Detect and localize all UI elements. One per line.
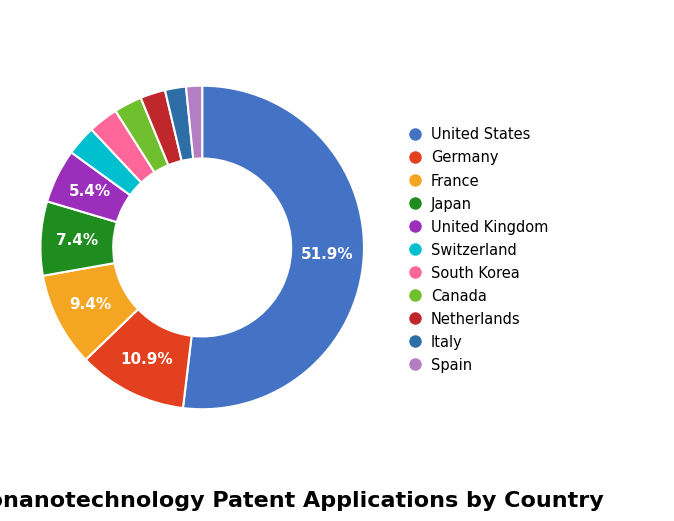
Wedge shape	[47, 153, 130, 222]
Legend: United States, Germany, France, Japan, United Kingdom, Switzerland, South Korea,: United States, Germany, France, Japan, U…	[412, 128, 548, 373]
Wedge shape	[115, 98, 168, 172]
Text: 7.4%: 7.4%	[56, 233, 98, 248]
Wedge shape	[40, 202, 117, 276]
Wedge shape	[92, 111, 154, 183]
Wedge shape	[141, 90, 182, 165]
Text: 10.9%: 10.9%	[120, 352, 173, 367]
Wedge shape	[43, 263, 138, 359]
Wedge shape	[186, 86, 202, 159]
Wedge shape	[165, 86, 193, 161]
Wedge shape	[71, 130, 142, 195]
Text: 51.9%: 51.9%	[301, 247, 354, 263]
Text: Bionanotechnology Patent Applications by Country: Bionanotechnology Patent Applications by…	[0, 491, 603, 511]
Text: 5.4%: 5.4%	[69, 184, 111, 200]
Wedge shape	[86, 309, 191, 408]
Wedge shape	[183, 86, 364, 409]
Text: 9.4%: 9.4%	[69, 297, 112, 312]
